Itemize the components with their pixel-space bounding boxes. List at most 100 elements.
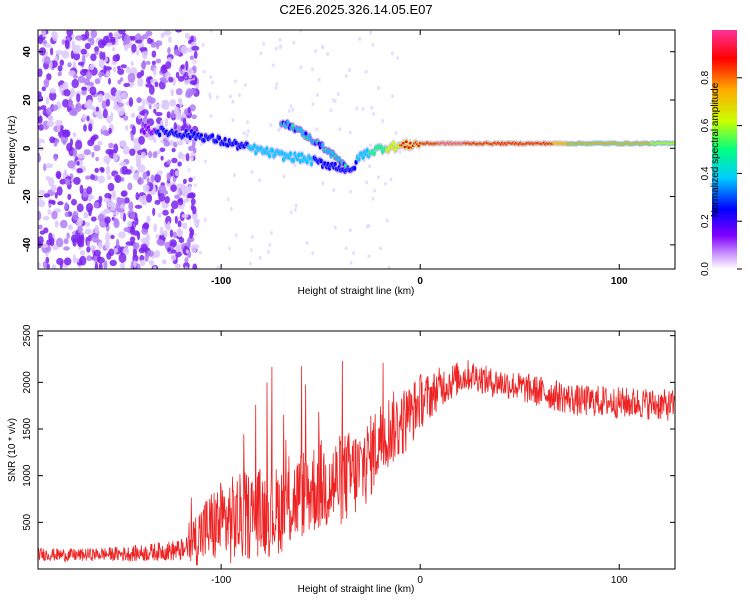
noise-speck <box>169 229 174 238</box>
noise-speck <box>89 86 97 96</box>
y-tick-label: 40 <box>22 46 33 58</box>
noise-speck <box>138 135 146 145</box>
noise-speck <box>148 104 152 110</box>
noise-speck <box>140 151 146 159</box>
noise-speck <box>97 213 105 222</box>
noise-speck <box>244 83 247 87</box>
colorbar-tick-label: 0.6 <box>700 118 711 132</box>
noise-speck <box>161 99 169 105</box>
noise-speck <box>38 106 43 111</box>
noise-speck <box>269 230 273 235</box>
noise-speck <box>289 104 293 109</box>
noise-speck <box>136 72 142 79</box>
noise-speck <box>153 67 157 76</box>
noise-speck <box>117 208 125 213</box>
noise-speck <box>75 35 83 41</box>
noise-speck <box>97 113 105 120</box>
noise-speck <box>174 170 179 177</box>
noise-speck <box>76 161 80 166</box>
noise-speck <box>381 119 385 123</box>
noise-speck <box>38 111 41 117</box>
noise-speck <box>248 261 252 266</box>
noise-speck <box>135 39 143 44</box>
noise-speck <box>305 241 309 245</box>
noise-speck <box>41 86 46 92</box>
noise-speck <box>190 244 197 253</box>
noise-speck <box>57 71 62 77</box>
noise-speck <box>112 46 116 52</box>
noise-speck <box>132 254 139 262</box>
noise-speck <box>67 193 72 200</box>
noise-speck <box>208 95 212 100</box>
noise-speck <box>97 93 104 103</box>
noise-speck <box>57 201 64 206</box>
noise-speck <box>175 71 180 79</box>
noise-speck <box>209 30 213 33</box>
noise-speck <box>132 242 140 250</box>
noise-speck <box>274 86 278 90</box>
snr-plot: -100 0 100 500 1000 1500 2000 2500 Height of st… <box>7 324 676 595</box>
noise-speck <box>278 45 282 50</box>
noise-speck <box>172 76 176 87</box>
noise-speck <box>142 222 150 230</box>
noise-speck <box>43 78 50 88</box>
noise-speck <box>89 64 95 71</box>
noise-speck <box>86 115 90 122</box>
noise-speck <box>91 151 95 158</box>
noise-speck <box>106 42 113 47</box>
noise-speck <box>84 42 91 50</box>
noise-speck <box>361 107 365 111</box>
noise-speck <box>43 216 50 221</box>
noise-speck <box>348 130 352 135</box>
noise-speck <box>122 145 130 155</box>
noise-speck <box>175 88 183 96</box>
noise-speck <box>54 220 59 228</box>
noise-speck <box>190 198 196 206</box>
noise-speck <box>153 136 157 144</box>
noise-speck <box>55 170 62 179</box>
noise-speck <box>122 212 127 222</box>
noise-speck <box>293 207 297 212</box>
noise-speck <box>60 219 68 229</box>
noise-speck <box>146 193 153 203</box>
noise-speck <box>146 177 150 185</box>
noise-speck <box>181 205 185 210</box>
noise-speck <box>133 260 137 268</box>
noise-speck <box>152 207 156 216</box>
noise-speck <box>184 266 188 269</box>
noise-speck <box>168 76 174 83</box>
noise-speck <box>107 182 115 192</box>
noise-speck <box>191 70 195 75</box>
noise-speck <box>95 106 100 112</box>
noise-speck <box>142 171 148 180</box>
noise-speck <box>398 149 402 154</box>
noise-speck <box>190 157 194 162</box>
noise-speck <box>148 84 155 95</box>
noise-speck <box>144 112 148 119</box>
noise-speck <box>90 135 97 142</box>
noise-speck <box>181 213 189 219</box>
y-tick-label: 2000 <box>22 371 33 394</box>
noise-speck <box>141 34 149 40</box>
noise-speck <box>152 103 160 108</box>
noise-speck <box>72 132 77 138</box>
noise-speck <box>344 73 348 78</box>
noise-speck <box>151 50 157 58</box>
noise-speck <box>139 111 146 116</box>
noise-speck <box>161 64 167 71</box>
noise-speck <box>189 80 197 86</box>
colorbar-tick-label: 0.4 <box>700 166 711 180</box>
spectrogram-xlabel: Height of straight line (km) <box>298 286 415 297</box>
noise-speck <box>194 220 200 229</box>
noise-speck <box>108 77 111 85</box>
noise-speck <box>166 111 171 119</box>
noise-speck <box>79 184 84 195</box>
noise-speck <box>181 222 188 230</box>
trace-mark <box>392 141 396 146</box>
noise-speck <box>90 106 96 111</box>
noise-speck <box>142 98 146 109</box>
noise-speck <box>54 153 58 162</box>
noise-speck <box>113 143 119 154</box>
noise-speck <box>311 102 315 107</box>
noise-speck <box>101 100 108 110</box>
